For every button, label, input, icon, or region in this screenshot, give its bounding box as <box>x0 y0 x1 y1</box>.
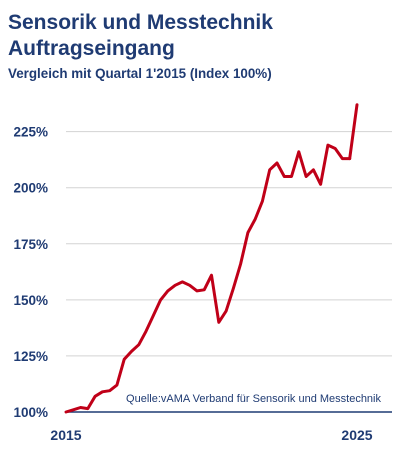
gridlines <box>66 131 392 357</box>
series-line-segment-1 <box>64 143 352 414</box>
y-tick-label: 150% <box>13 293 48 308</box>
x-axis-tick-labels: 2015 2025 <box>50 427 372 443</box>
source-note: Quelle:vAMA Verband für Sensorik und Mes… <box>126 393 381 405</box>
y-tick-label: 125% <box>13 349 48 364</box>
chart-title-line1: Sensorik und Messtechnik <box>8 11 273 34</box>
chart-title-line2: Auftragseingang <box>8 37 175 60</box>
series-lines <box>64 103 359 414</box>
y-tick-label: 225% <box>13 125 48 140</box>
y-tick-label: 200% <box>13 181 48 196</box>
x-tick-label: 2015 <box>50 427 81 443</box>
x-tick-label: 2025 <box>341 427 372 443</box>
y-tick-label: 100% <box>13 405 48 420</box>
y-tick-label: 175% <box>13 237 48 252</box>
y-axis-tick-labels: 100% 125% 150% 175% 200% 225% <box>13 125 48 420</box>
series-line-segment-2 <box>348 103 359 161</box>
chart-subtitle: Vergleich mit Quartal 1'2015 (Index 100%… <box>8 66 272 81</box>
